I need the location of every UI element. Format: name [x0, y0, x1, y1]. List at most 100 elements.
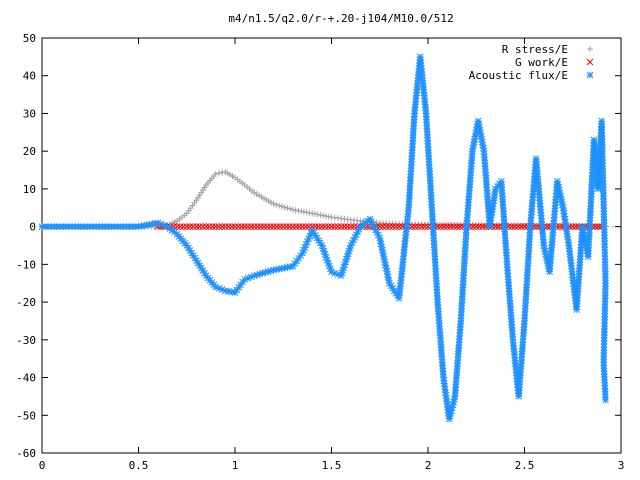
point-cross [196, 223, 203, 230]
point-star [508, 321, 516, 329]
point-star [601, 267, 609, 275]
point-cross [241, 223, 249, 230]
point-star [426, 170, 434, 178]
point-star [464, 211, 471, 218]
point-star [432, 262, 439, 269]
point-cross [286, 223, 294, 230]
point-cross [469, 223, 477, 230]
point-cross [437, 223, 445, 230]
point-star [451, 393, 459, 400]
point-cross [440, 223, 448, 230]
point-star [483, 184, 491, 191]
point-cross [254, 223, 261, 230]
point-cross [514, 223, 522, 230]
point-star [507, 303, 514, 310]
point-cross [270, 223, 277, 230]
point-cross [341, 223, 348, 230]
point-star [523, 278, 531, 285]
point-cross [263, 223, 271, 230]
point-cross [244, 223, 252, 230]
plot-frame [41, 37, 622, 454]
point-star [600, 219, 608, 227]
point-star [548, 241, 556, 249]
x-tick-label: 0 [39, 459, 46, 472]
point-cross [572, 223, 580, 230]
chart-title: m4/n1.5/q2.0/r-+.20-j104/M10.0/512 [228, 12, 453, 25]
point-cross [479, 223, 487, 230]
point-cross [595, 223, 602, 230]
point-cross [389, 223, 396, 230]
point-star [462, 241, 469, 249]
point-plus [320, 212, 327, 219]
point-cross [382, 223, 390, 230]
legend-marker-star [586, 71, 594, 79]
point-star [465, 190, 473, 197]
point-star [77, 223, 85, 230]
point-plus [270, 201, 277, 207]
point-star [601, 313, 609, 321]
point-cross [328, 223, 335, 230]
point-star [405, 198, 413, 206]
legend-entry-label: G work/E [515, 56, 568, 69]
point-cross [456, 223, 464, 230]
point-cross [183, 223, 191, 230]
point-cross [414, 223, 422, 230]
point-plus [287, 205, 294, 212]
point-star [516, 371, 524, 379]
point-star [504, 276, 512, 283]
point-cross [218, 223, 226, 230]
point-cross [350, 223, 358, 230]
point-cross [344, 223, 351, 230]
point-star [482, 165, 489, 173]
point-cross [418, 223, 425, 230]
point-plus [273, 201, 280, 208]
point-star [427, 192, 435, 199]
point-star [71, 223, 79, 230]
point-star [524, 256, 532, 264]
point-star [408, 146, 416, 154]
x-tick-label: 3 [618, 459, 625, 472]
point-cross [193, 223, 200, 230]
point-star [599, 159, 607, 167]
point-star [437, 334, 444, 342]
point-plus [284, 205, 291, 212]
point-star [438, 350, 445, 357]
point-cross [511, 223, 519, 230]
point-star [410, 122, 418, 129]
point-cross [337, 223, 345, 230]
point-cross [289, 223, 297, 230]
point-cross [276, 223, 284, 230]
point-star [429, 222, 437, 230]
point-star [602, 396, 609, 404]
point-star [516, 384, 523, 391]
point-cross [212, 223, 220, 230]
point-star [549, 226, 557, 234]
point-star [526, 226, 534, 234]
point-star [429, 225, 437, 233]
point-star [424, 131, 431, 139]
point-plus [300, 208, 307, 215]
point-plus [306, 209, 313, 216]
point-star [407, 177, 414, 184]
point-cross [176, 223, 184, 230]
point-cross [273, 223, 281, 230]
point-star [601, 240, 608, 248]
point-star [438, 353, 446, 360]
point-cross [260, 223, 268, 230]
point-star [408, 155, 416, 163]
point-cross [347, 223, 355, 230]
point-cross [199, 223, 207, 230]
point-cross [189, 223, 197, 230]
point-star [430, 234, 438, 242]
point-star [482, 178, 490, 185]
point-star [465, 193, 473, 200]
point-cross [321, 223, 329, 230]
point-plus [314, 211, 321, 218]
legend-entry-label: R stress/E [502, 43, 568, 56]
point-star [601, 295, 609, 302]
point-star [507, 306, 514, 313]
point-cross [302, 223, 310, 230]
point-star [600, 201, 608, 209]
point-plus [317, 212, 324, 219]
y-tick-label: -30 [16, 334, 36, 347]
